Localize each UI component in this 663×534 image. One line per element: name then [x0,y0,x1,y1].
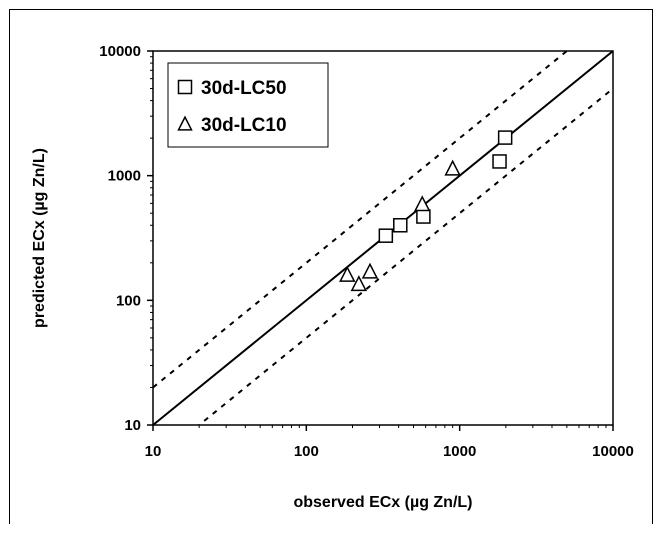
lc10-point [361,262,379,279]
lc50-point [497,130,513,145]
legend-label: 30d-LC10 [201,115,287,136]
lc10-point [350,275,368,292]
x-tick-label: 10 [145,443,162,460]
legend-label: 30d-LC50 [201,78,287,99]
x-tick-label: 100 [294,443,319,460]
lc50-point [492,154,507,169]
lc50-point [378,228,394,243]
lc50-point [393,218,408,233]
lc10-point [444,159,461,176]
lc10-point [339,265,356,282]
x-axis-label: observed ECx (µg Zn/L) [293,494,472,511]
lc50-point [416,209,431,224]
y-tick-label: 1000 [108,168,141,185]
chart-frame [9,9,653,524]
lc10-point [414,195,431,212]
legend-box [167,62,329,148]
x-tick-label: 10000 [592,443,634,460]
legend-square-icon [177,79,193,95]
x-tick-label: 1000 [443,443,476,460]
legend: 30d-LC50 30d-LC10 [167,62,329,148]
y-tick-label: 10000 [99,43,141,60]
y-tick-label: 10 [124,417,141,434]
legend-triangle-icon [177,115,193,131]
y-tick-label: 100 [116,292,141,309]
plot-area [152,50,614,426]
axis-ticks: 10 100 1000 10000 10 100 1000 10000 [99,43,634,460]
y-axis-label: predicted ECx (µg Zn/L) [31,148,48,328]
data-points [339,130,513,292]
